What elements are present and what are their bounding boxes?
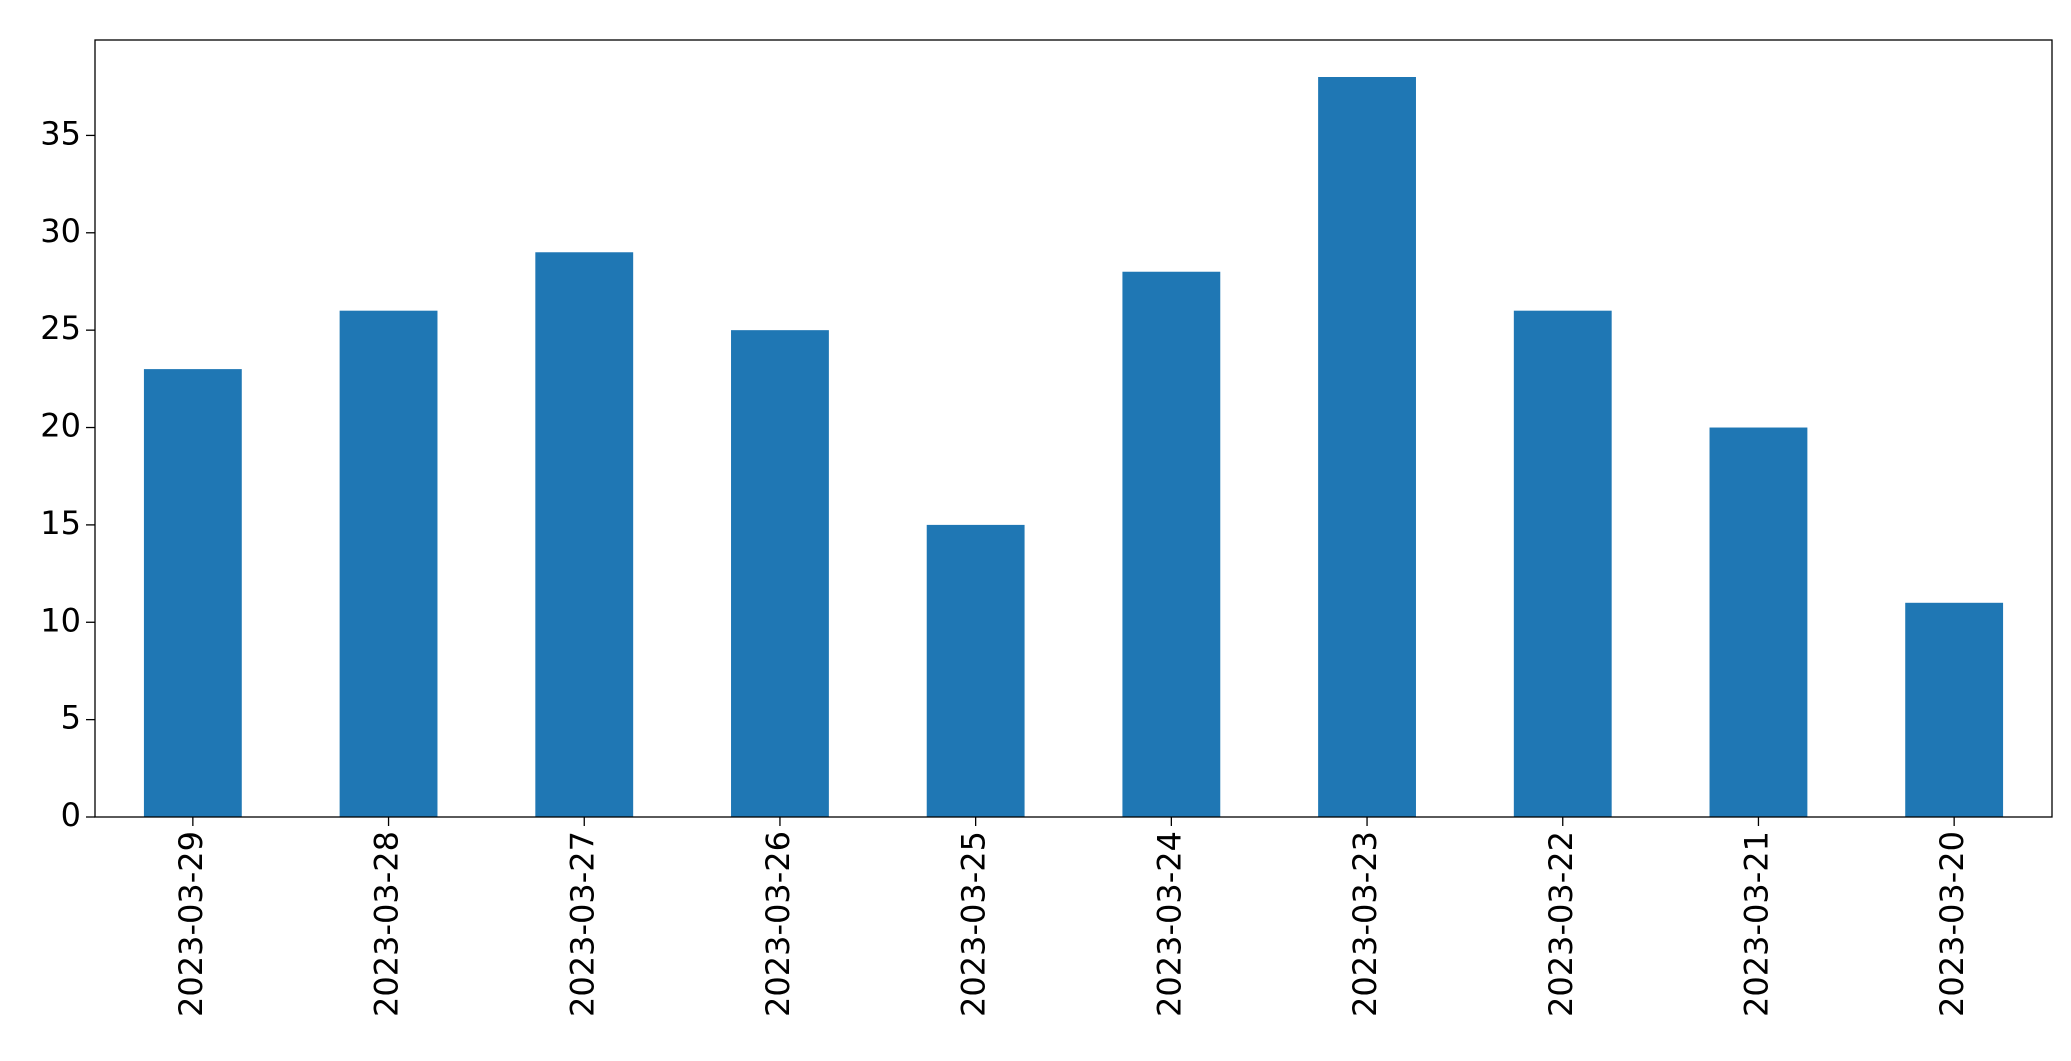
bar [535, 252, 634, 817]
x-tick-label: 2023-03-28 [368, 831, 406, 1017]
y-tick-label: 30 [40, 212, 81, 250]
y-tick-label: 10 [40, 601, 81, 639]
bar [1122, 271, 1221, 818]
x-tick-label: 2023-03-25 [955, 831, 993, 1017]
y-tick-label: 0 [61, 796, 81, 834]
x-tick-label: 2023-03-23 [1346, 831, 1384, 1017]
bar [1905, 602, 2004, 817]
bar [143, 369, 242, 817]
bar [1513, 310, 1612, 817]
bar [339, 310, 438, 817]
x-tick-label: 2023-03-21 [1737, 831, 1775, 1017]
y-tick-label: 25 [40, 309, 81, 347]
bar [1709, 427, 1808, 817]
x-tick-label: 2023-03-22 [1542, 831, 1580, 1017]
y-tick-label: 35 [40, 114, 81, 152]
y-tick-label: 20 [40, 407, 81, 445]
y-tick-label: 5 [61, 699, 81, 737]
x-tick-label: 2023-03-29 [172, 831, 210, 1017]
bar [926, 524, 1025, 817]
x-tick-label: 2023-03-27 [563, 831, 601, 1017]
x-tick-label: 2023-03-26 [759, 831, 797, 1017]
x-tick-label: 2023-03-24 [1150, 831, 1188, 1017]
bar [1318, 77, 1416, 817]
plot-frame [94, 39, 2053, 818]
bar [731, 330, 829, 817]
y-tick-label: 15 [40, 504, 81, 542]
x-tick-label: 2023-03-20 [1933, 831, 1971, 1017]
